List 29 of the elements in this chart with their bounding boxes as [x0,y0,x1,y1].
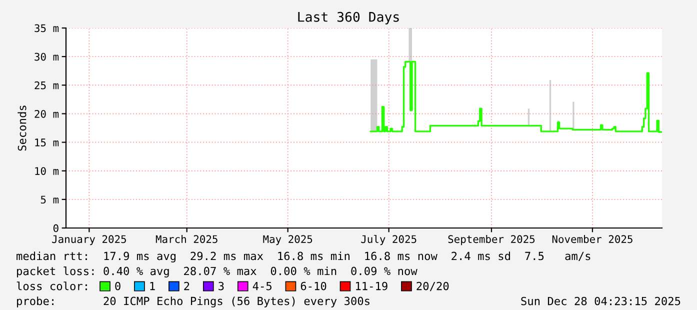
legend-title: loss color: [16,282,87,290]
text: median rtt: 17.9 ms avg 29.2 ms max 16.8 ms min 16.8 ms now 2.4 ms sd 7.5 am/s [16,252,590,262]
y-axis-title: Seconds [18,106,26,151]
text: Sun Dec 28 04:23:15 2025 [521,296,680,306]
legend-label: 4-5 [252,282,272,290]
legend-label: 2 [184,282,190,290]
y-tick-label: 0 [53,224,58,232]
y-tick-label: 10 m [35,167,59,175]
legend-label: 1 [150,282,155,290]
y-tick-label: 5 m [40,196,59,204]
legend-label: 20/20 [416,282,449,292]
text: probe: 20 ICMP Echo Pings (56 Bytes) every 300s [17,296,370,308]
x-tick-label: July 2025 [361,234,416,246]
legend-label: 6-10 [300,282,326,290]
x-tick-label: January 2025 [52,235,126,246]
y-tick-label: 15 m [35,138,59,146]
x-tick-label: March 2025 [156,235,218,244]
chart-title: Last 360 Days [298,12,399,24]
y-tick-label: 25 m [34,81,59,90]
legend-label: 3 [218,282,224,290]
x-tick-label: November 2025 [552,235,632,244]
legend-label: 0 [115,282,120,290]
y-tick-label: 20 m [34,110,59,118]
y-tick-label: 35 m [34,24,59,32]
legend-label: 11-19 [356,282,388,290]
text: packet loss: 0.40 % avg 28.07 % max 0.00 % min 0.09 % now [17,266,418,278]
x-tick-label: May 2025 [263,235,312,246]
y-tick-label: 30 m [34,52,59,61]
x-tick-label: September 2025 [448,235,535,246]
